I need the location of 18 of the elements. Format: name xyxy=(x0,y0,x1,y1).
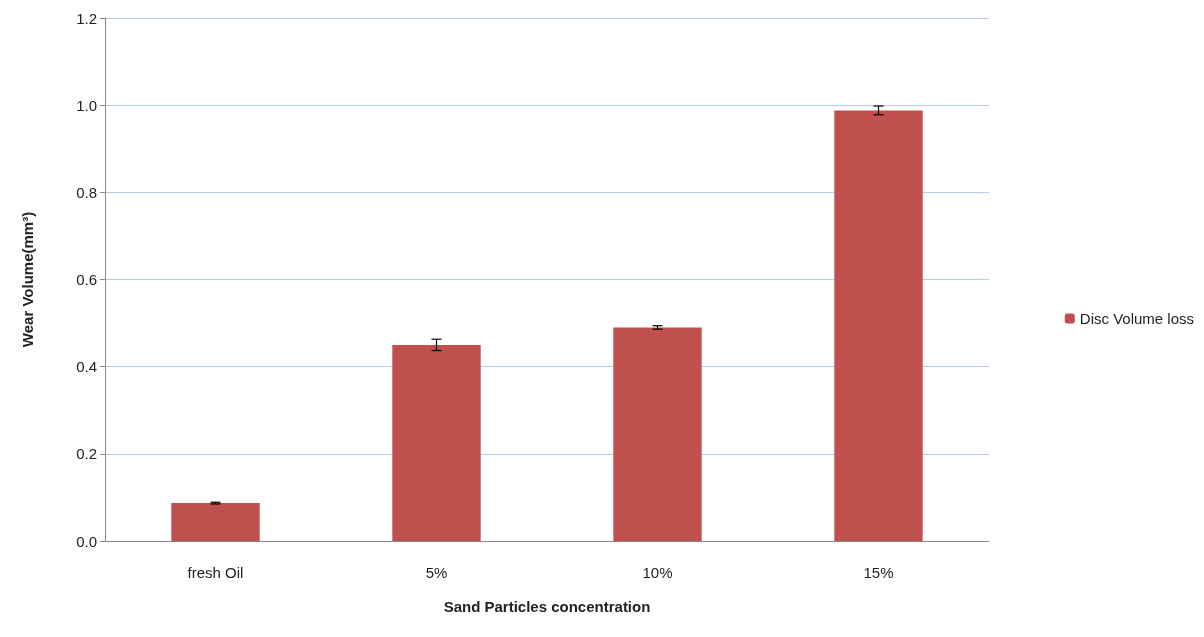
x-tick-label: fresh Oil xyxy=(187,564,244,581)
x-axis-title: Sand Particles concentration xyxy=(443,598,651,615)
x-tick-label: 15% xyxy=(863,564,894,581)
x-tick-label: 5% xyxy=(425,564,448,581)
y-tick-label: 0.6 xyxy=(76,271,97,288)
bar xyxy=(392,344,481,541)
x-tick-label: 10% xyxy=(642,564,673,581)
y-axis-title: Wear Volume(mm³) xyxy=(19,211,36,348)
bar xyxy=(171,503,260,541)
y-tick-label: 1.2 xyxy=(76,9,97,27)
bar xyxy=(613,327,702,541)
y-tick-label: 0.2 xyxy=(76,445,97,463)
y-tick-label: 0.4 xyxy=(76,358,97,376)
y-tick-label: 0.8 xyxy=(76,183,97,201)
y-tick-label: 0.0 xyxy=(76,532,97,550)
bar xyxy=(834,110,923,541)
legend-label: Disc Volume loss xyxy=(1079,310,1195,327)
y-tick-label: 1.0 xyxy=(76,96,97,114)
